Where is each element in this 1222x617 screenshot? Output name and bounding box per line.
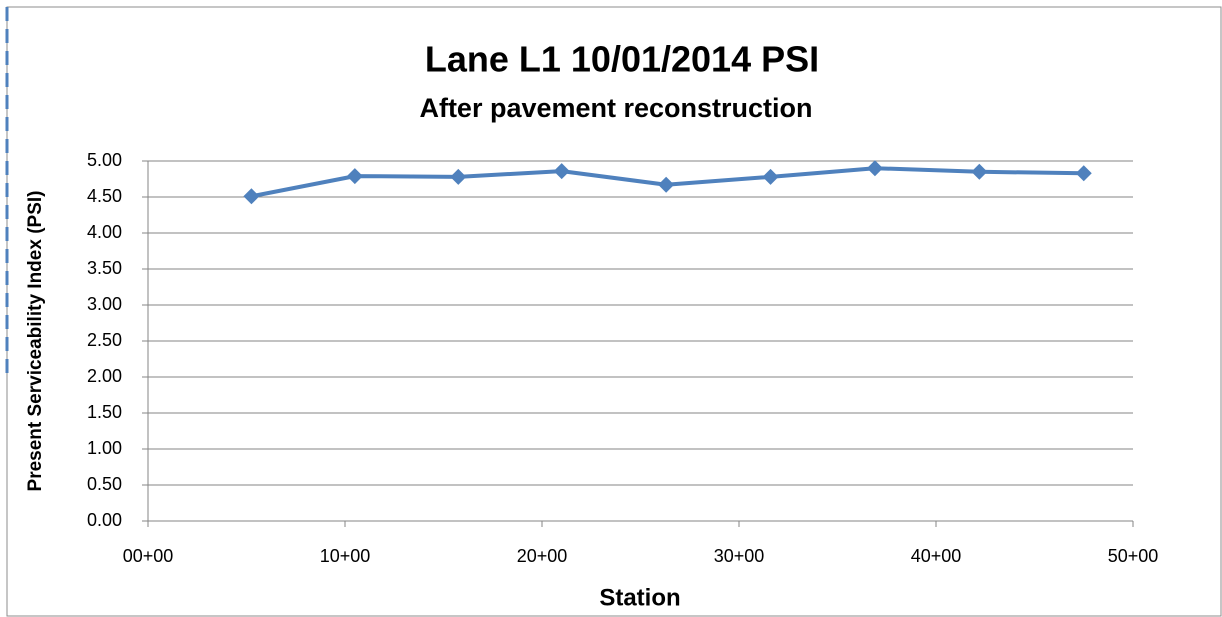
y-tick-label: 4.00	[87, 222, 122, 242]
y-tick-label: 3.00	[87, 294, 122, 314]
x-tick-label: 10+00	[320, 546, 371, 566]
x-tick-label: 00+00	[123, 546, 174, 566]
data-marker	[346, 168, 363, 185]
y-tick-label: 5.00	[87, 150, 122, 170]
y-axis-title: Present Serviceability Index (PSI)	[25, 191, 46, 492]
x-tick-label: 40+00	[911, 546, 962, 566]
y-tick-label: 4.50	[87, 186, 122, 206]
data-marker	[450, 168, 467, 185]
y-tick-label: 0.50	[87, 474, 122, 494]
data-marker	[243, 188, 260, 205]
data-marker	[553, 163, 570, 180]
chart-subtitle: After pavement reconstruction	[419, 93, 812, 123]
chart-frame	[6, 6, 1222, 617]
x-tick-label: 20+00	[517, 546, 568, 566]
data-marker	[1075, 165, 1092, 182]
chart-title: Lane L1 10/01/2014 PSI	[425, 39, 819, 80]
x-tick-label: 30+00	[714, 546, 765, 566]
data-marker	[762, 168, 779, 185]
y-tick-label: 2.50	[87, 330, 122, 350]
x-axis-title: Station	[599, 584, 680, 611]
y-tick-label: 2.00	[87, 366, 122, 386]
y-tick-label: 3.50	[87, 258, 122, 278]
y-tick-label: 0.00	[87, 510, 122, 530]
y-tick-label: 1.00	[87, 438, 122, 458]
data-marker	[866, 160, 883, 177]
data-marker	[658, 176, 675, 193]
data-marker	[971, 163, 988, 180]
x-tick-label: 50+00	[1108, 546, 1159, 566]
y-tick-label: 1.50	[87, 402, 122, 422]
